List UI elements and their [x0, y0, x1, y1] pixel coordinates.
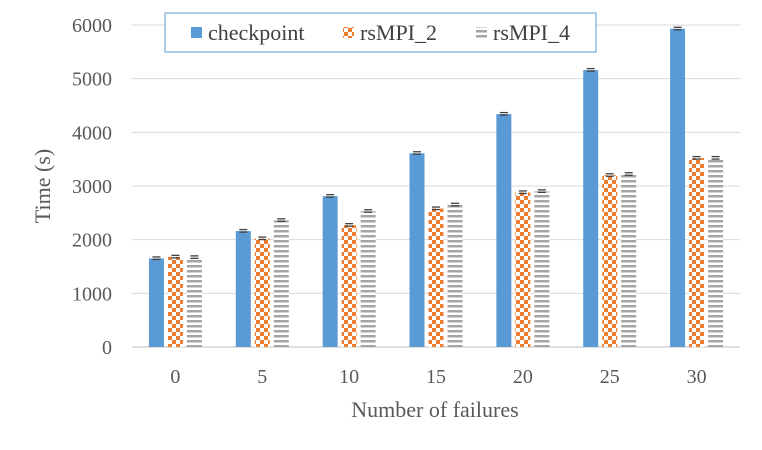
bar-rsmpi-4-10 [360, 211, 376, 347]
bar-rsmpi-2-30 [689, 158, 705, 347]
bar-checkpoint-10 [322, 196, 338, 347]
bar-rsmpi-4-15 [447, 204, 463, 347]
y-tick-label: 0 [102, 337, 112, 359]
x-tick-label: 20 [513, 366, 533, 388]
legend: checkpoint rsMPI_2 rsMPI_4 [164, 12, 597, 53]
y-tick-label: 3000 [72, 176, 112, 198]
bar-rsmpi-2-5 [254, 238, 270, 347]
bar-checkpoint-20 [496, 114, 512, 347]
bar-rsmpi-4-20 [534, 191, 550, 347]
bar-checkpoint-0 [148, 258, 164, 347]
legend-label-rsmpi-2: rsMPI_2 [360, 20, 437, 45]
y-tick-label: 2000 [72, 230, 112, 252]
bar-rsmpi-2-0 [167, 256, 183, 347]
x-tick-label: 15 [426, 366, 446, 388]
bar-rsmpi-4-0 [186, 257, 202, 347]
y-tick-label: 4000 [72, 122, 112, 144]
bar-rsmpi-2-20 [515, 192, 531, 347]
bars [148, 26, 724, 348]
bar-checkpoint-5 [235, 231, 251, 347]
legend-swatch-rsmpi-2 [343, 27, 354, 38]
y-tick-label: 5000 [72, 69, 112, 91]
bar-checkpoint-30 [670, 28, 686, 348]
bar-rsmpi-4-30 [708, 158, 724, 347]
legend-swatch-rsmpi-4 [476, 27, 487, 38]
bar-checkpoint-15 [409, 153, 425, 347]
bar-checkpoint-25 [583, 70, 599, 347]
x-tick-label: 25 [600, 366, 620, 388]
legend-label-checkpoint: checkpoint [208, 20, 305, 45]
bar-rsmpi-4-25 [621, 174, 637, 347]
x-tick-label: 30 [687, 366, 707, 388]
y-axis-title: Time (s) [30, 149, 55, 223]
legend-swatch-checkpoint [191, 27, 202, 38]
y-tick-label: 1000 [72, 283, 112, 305]
bar-rsmpi-2-10 [341, 225, 357, 347]
y-tick-label: 6000 [72, 15, 112, 37]
bar-rsmpi-2-15 [428, 208, 444, 347]
x-axis-title: Number of failures [351, 397, 518, 422]
bar-rsmpi-4-5 [273, 220, 289, 347]
bar-rsmpi-2-25 [602, 175, 618, 347]
x-tick-label: 0 [170, 366, 180, 388]
x-tick-label: 10 [339, 366, 359, 388]
legend-label-rsmpi-4: rsMPI_4 [493, 20, 570, 45]
legend-box [164, 12, 597, 53]
tick-labels: 0 1000 2000 3000 4000 5000 6000 0 5 10 15 20 25 30 [72, 15, 707, 388]
x-tick-label: 5 [257, 366, 267, 388]
